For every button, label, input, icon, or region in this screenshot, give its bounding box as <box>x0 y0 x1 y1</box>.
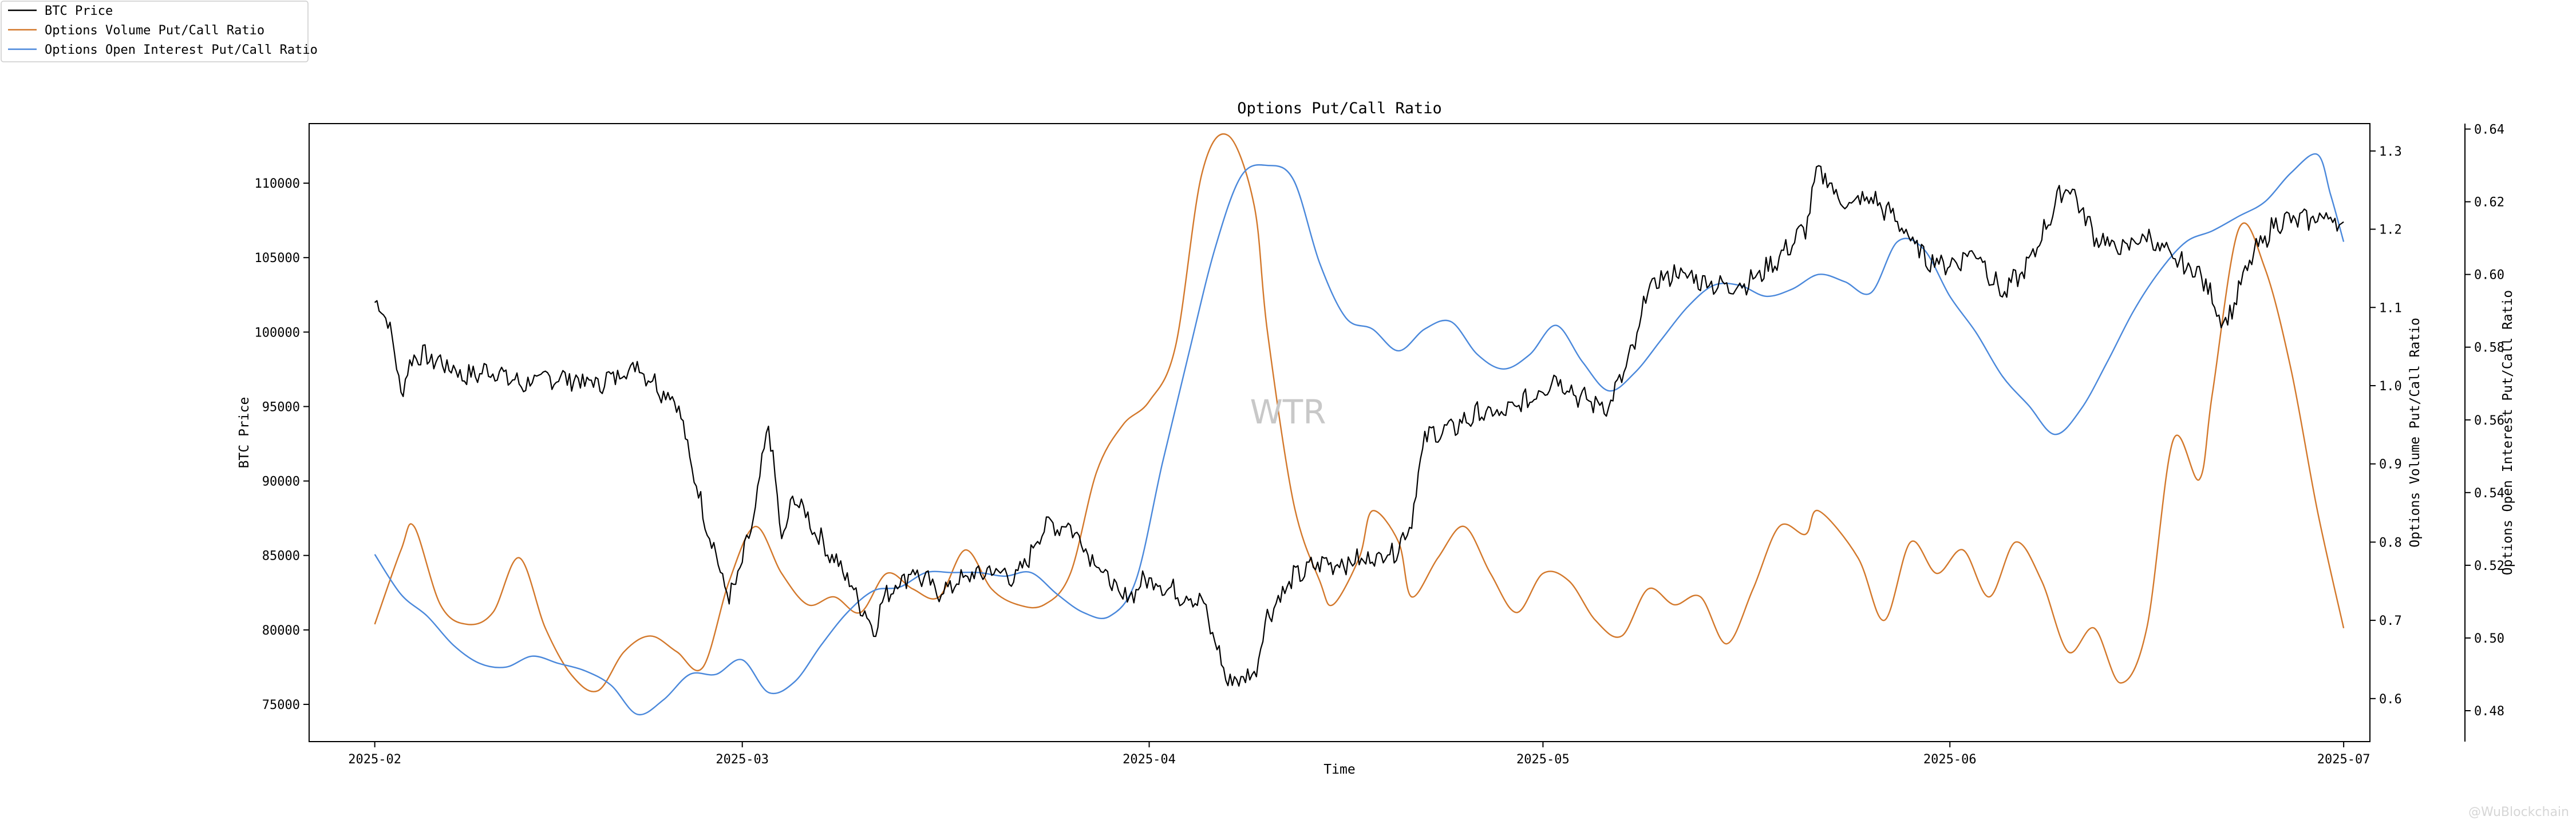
series-line-btc-price <box>374 165 2344 687</box>
x-tick-label: 2025-07 <box>2317 752 2370 767</box>
x-tick-label: 2025-05 <box>1516 752 1570 767</box>
x-tick-label: 2025-06 <box>1923 752 1977 767</box>
y-left-tick-label: 75000 <box>262 698 300 712</box>
watermark: WTR <box>1250 393 1326 431</box>
y-left-tick-label: 90000 <box>262 475 300 489</box>
series-layer <box>374 133 2345 716</box>
x-tick-label: 2025-04 <box>1123 752 1176 767</box>
y-right2-tick-label: 0.64 <box>2474 123 2504 137</box>
plot-frame <box>309 123 2370 742</box>
y-right1-tick-label: 1.2 <box>2379 223 2402 237</box>
y-right2-tick-label: 0.60 <box>2474 268 2504 283</box>
y-right1-tick-label: 0.6 <box>2379 692 2402 707</box>
y-axis-left-title: BTC Price <box>237 397 252 469</box>
y-left-tick-label: 85000 <box>262 549 300 564</box>
legend-label-volume-ratio: Options Volume Put/Call Ratio <box>45 23 264 38</box>
legend-box <box>1 1 309 62</box>
y-left-tick-label: 95000 <box>262 400 300 414</box>
y-left-tick-label: 110000 <box>255 177 300 191</box>
y-right2-tick-label: 0.54 <box>2474 486 2504 501</box>
y-right1-tick-label: 0.8 <box>2379 536 2402 550</box>
legend-label-oi-ratio: Options Open Interest Put/Call Ratio <box>45 43 318 57</box>
y-axis-right2-title: Options Open Interest Put/Call Ratio <box>2500 290 2515 576</box>
chart-title: Options Put/Call Ratio <box>1237 100 1442 117</box>
credit-watermark: @WuBlockchain <box>2468 805 2569 819</box>
y-right1-tick-label: 1.3 <box>2379 145 2402 159</box>
y-right1-tick-label: 1.0 <box>2379 379 2402 394</box>
x-tick-label: 2025-03 <box>716 752 769 767</box>
y-right1-tick-label: 0.9 <box>2379 458 2402 472</box>
y-right2-tick-label: 0.48 <box>2474 704 2504 719</box>
y-right2-tick-label: 0.62 <box>2474 196 2504 210</box>
legend: BTC Price Options Volume Put/Call Ratio … <box>1 1 318 62</box>
y-right2-tick-label: 0.52 <box>2474 559 2504 573</box>
y-axis-right2: 0.48 0.50 0.52 0.54 0.56 0.58 0.60 0.62 0.64 <box>2465 123 2504 719</box>
y-left-tick-label: 100000 <box>255 326 300 340</box>
y-right1-tick-label: 0.7 <box>2379 614 2402 628</box>
series-line-oi-ratio <box>374 153 2345 716</box>
y-left-tick-label: 80000 <box>262 624 300 638</box>
x-tick-label: 2025-02 <box>348 752 401 767</box>
y-axis-right1: 0.6 0.7 0.8 0.9 1.0 1.1 1.2 1.3 <box>2370 145 2402 707</box>
y-left-tick-label: 105000 <box>255 251 300 266</box>
y-axis-right1-title: Options Volume Put/Call Ratio <box>2408 318 2423 548</box>
y-right2-tick-label: 0.58 <box>2474 341 2504 355</box>
x-axis-title: Time <box>1323 762 1355 777</box>
y-right2-tick-label: 0.50 <box>2474 632 2504 646</box>
y-right1-tick-label: 1.1 <box>2379 301 2402 315</box>
x-axis: 2025-02 2025-03 2025-04 2025-05 2025-06 2025-… <box>348 742 2370 767</box>
series-line-volume-ratio <box>374 133 2345 692</box>
legend-label-btc: BTC Price <box>45 4 113 18</box>
y-axis-left: 75000 80000 85000 90000 95000 100000 105000 110… <box>255 177 309 712</box>
y-right2-tick-label: 0.56 <box>2474 414 2504 428</box>
